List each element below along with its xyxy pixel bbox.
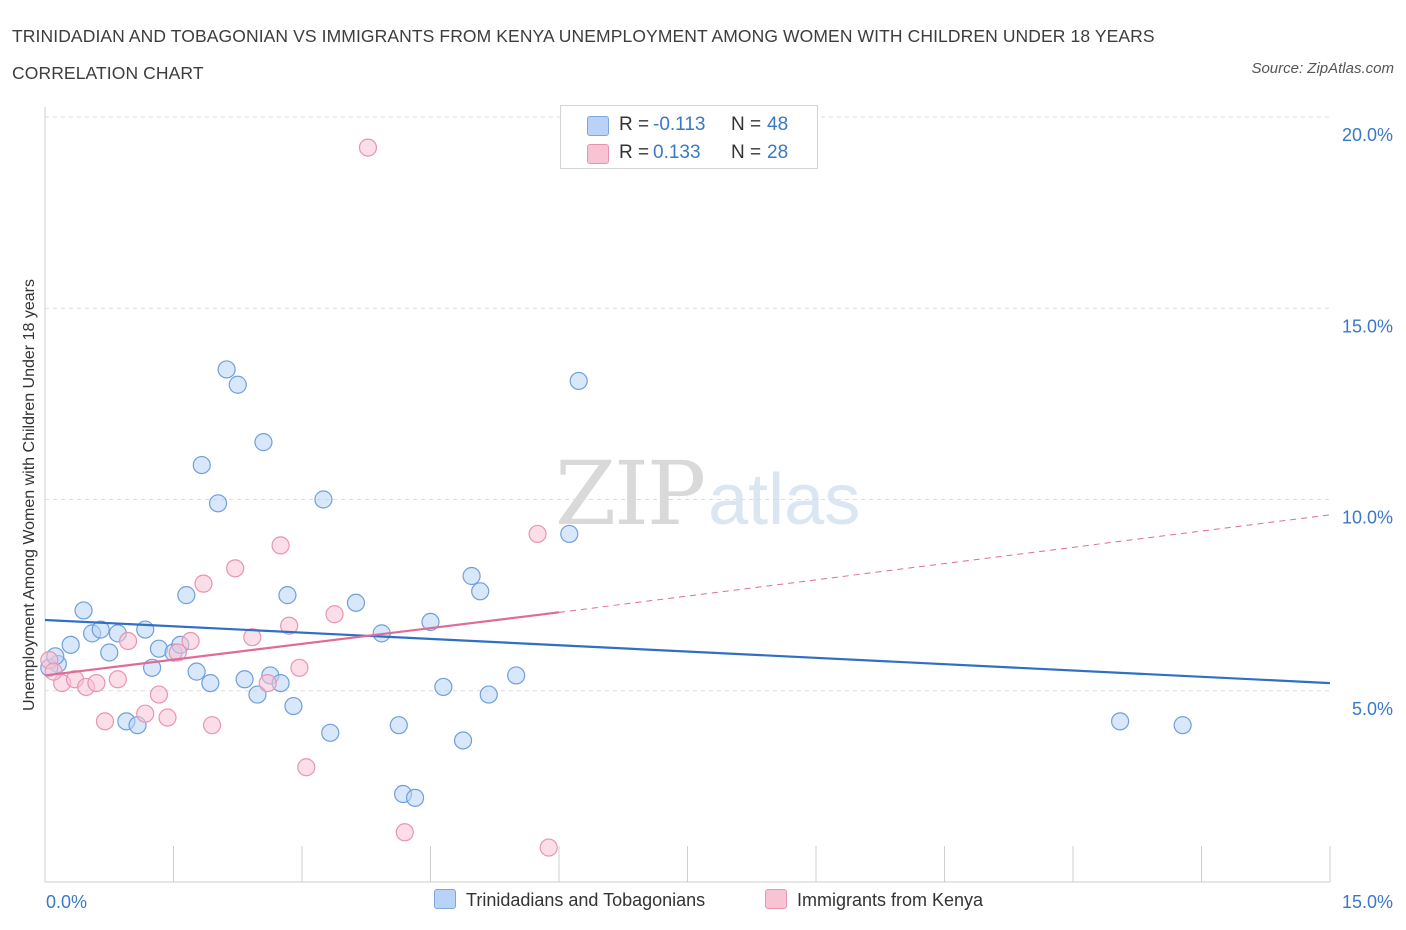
trinidadian-point bbox=[248, 685, 267, 704]
data-points bbox=[40, 138, 1192, 857]
y-tick-label: 20.0% bbox=[1342, 125, 1393, 145]
trinidadian-point bbox=[507, 666, 526, 685]
trinidadian-point bbox=[462, 566, 481, 586]
trinidadian-point bbox=[569, 371, 588, 391]
kenya-point bbox=[539, 838, 558, 857]
watermark-zip: ZIP bbox=[555, 442, 706, 545]
grid-lines bbox=[45, 116, 1330, 692]
kenya-point bbox=[271, 536, 290, 555]
trinidadian-point bbox=[91, 620, 110, 639]
kenya-trend-line bbox=[558, 514, 1331, 613]
trinidadian-point bbox=[405, 788, 425, 807]
legend-r-value: 0.133 bbox=[653, 142, 701, 163]
trinidadian-point bbox=[421, 612, 440, 632]
kenya-point bbox=[181, 631, 200, 651]
trinidadian-point bbox=[217, 360, 236, 379]
x-tick-label: 15.0% bbox=[1342, 892, 1393, 912]
kenya-point bbox=[87, 673, 106, 693]
trinidadian-point bbox=[228, 375, 247, 394]
y-tick-label: 5.0% bbox=[1352, 699, 1393, 719]
trinidadian-point bbox=[434, 677, 453, 697]
kenya-point bbox=[95, 712, 115, 731]
legend-r-label: R = bbox=[619, 114, 650, 135]
kenya-point bbox=[136, 704, 155, 723]
kenya-point bbox=[258, 673, 277, 693]
kenya-point bbox=[243, 628, 262, 647]
legend-swatch-kenya bbox=[587, 144, 609, 164]
kenya-point bbox=[358, 138, 378, 157]
trinidadian-point bbox=[560, 524, 579, 544]
legend-swatch-trinidadian bbox=[587, 116, 609, 136]
trinidadian-point bbox=[100, 643, 119, 662]
trinidadian-point bbox=[284, 696, 303, 716]
trinidadian-point bbox=[453, 731, 473, 750]
legend-n-value: 48 bbox=[767, 114, 789, 135]
trinidadian-point bbox=[177, 586, 196, 605]
chart-title: TRINIDADIAN AND TOBAGONIAN VS IMMIGRANTS… bbox=[12, 26, 1155, 83]
axes bbox=[44, 107, 1331, 883]
kenya-point bbox=[226, 559, 245, 578]
kenya-point bbox=[44, 662, 63, 681]
kenya-point bbox=[395, 823, 414, 842]
kenya-point bbox=[297, 758, 316, 777]
kenya-point bbox=[528, 524, 547, 544]
legend-n-value: 28 bbox=[767, 142, 789, 163]
kenya-point bbox=[108, 670, 127, 689]
kenya-point bbox=[168, 643, 187, 662]
legend-n-label: N = bbox=[731, 114, 762, 135]
y-tick-label: 15.0% bbox=[1342, 316, 1393, 336]
correlation-legend: R = -0.113 N = 48 R = 0.133 N = 28 bbox=[560, 105, 818, 169]
trinidadian-point bbox=[208, 494, 228, 513]
trend-lines bbox=[44, 514, 1331, 685]
tick-labels: 5.0% 10.0% 15.0% 20.0% 0.0% 15.0% bbox=[46, 125, 1393, 912]
kenya-point bbox=[325, 605, 344, 624]
kenya-point bbox=[118, 631, 138, 651]
trinidadian-point bbox=[1111, 712, 1130, 731]
kenya-point bbox=[158, 708, 177, 727]
bottom-legend-swatch-kenya bbox=[765, 889, 787, 909]
kenya-point bbox=[149, 685, 169, 704]
trinidadian-point bbox=[471, 582, 490, 601]
legend-n-label: N = bbox=[731, 142, 762, 163]
kenya-point bbox=[194, 574, 213, 593]
trinidadian-trend-line bbox=[44, 618, 1331, 685]
source-credit: Source: ZipAtlas.com bbox=[1251, 60, 1394, 77]
kenya-trend-line bbox=[44, 611, 560, 677]
trinidadian-point bbox=[61, 635, 80, 654]
kenya-point bbox=[290, 658, 309, 677]
kenya-point bbox=[280, 616, 299, 635]
legend-r-value: -0.113 bbox=[653, 114, 706, 135]
trinidadian-point bbox=[321, 723, 340, 742]
trinidadian-point bbox=[192, 455, 211, 475]
bottom-legend-trinidadian: Trinidadians and Tobagonians bbox=[434, 889, 705, 911]
trinidadian-point bbox=[235, 670, 254, 689]
bottom-legend-kenya: Immigrants from Kenya bbox=[765, 889, 983, 911]
x-tick-label: 0.0% bbox=[46, 892, 87, 912]
y-tick-label: 10.0% bbox=[1342, 508, 1393, 528]
trinidadian-point bbox=[278, 586, 297, 605]
legend-r-label: R = bbox=[619, 142, 650, 163]
bottom-legend-swatch-trinidadian bbox=[434, 889, 456, 909]
bottom-legend-label-kenya: Immigrants from Kenya bbox=[797, 890, 984, 910]
trinidadian-point bbox=[346, 593, 366, 612]
trinidadian-point bbox=[1173, 716, 1192, 735]
trinidadian-point bbox=[389, 716, 408, 735]
bottom-legend-label-trinidadian: Trinidadians and Tobagonians bbox=[466, 890, 706, 910]
trinidadian-point bbox=[314, 490, 333, 509]
kenya-point bbox=[202, 716, 222, 735]
trinidadian-point bbox=[479, 685, 498, 704]
trinidadian-point bbox=[187, 662, 206, 681]
trinidadian-point bbox=[201, 673, 220, 693]
trinidadian-point bbox=[74, 601, 93, 620]
trinidadian-point bbox=[254, 433, 273, 452]
